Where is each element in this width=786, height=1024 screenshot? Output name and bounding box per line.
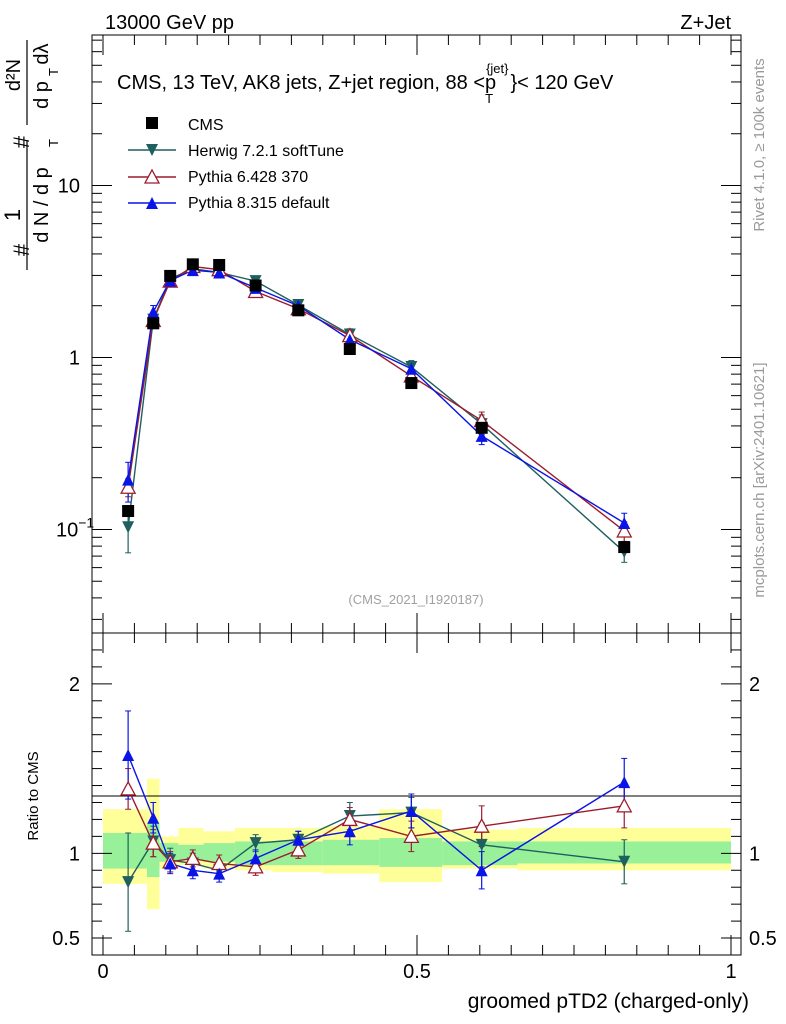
main-plot-frame — [91, 34, 742, 634]
main-point-s0-6 — [292, 304, 305, 317]
ratio-point-s1-5 — [249, 837, 262, 850]
main-point-s0-3 — [186, 258, 199, 271]
ratio-point-s1-9 — [475, 838, 488, 851]
ratio-point-s3-8 — [405, 804, 418, 817]
x-tick-label: 1 — [725, 961, 736, 983]
legend-label-herwig: Herwig 7.2.1 softTune — [188, 143, 344, 160]
x-tick-label: 0 — [97, 961, 108, 983]
main-plot-content — [120, 258, 633, 563]
chart-title: CMS, 13 TeV, AK8 jets, Z+jet region, 88 … — [117, 61, 614, 106]
legend-label-pythia6: Pythia 6.428 370 — [188, 169, 308, 186]
rivet-version-label: Rivet 4.1.0, ≥ 100k events — [751, 58, 768, 231]
main-point-s3-0 — [122, 473, 135, 486]
ylabel-dlambda: dλ — [31, 43, 53, 64]
ylabel-hash-1: # — [9, 243, 34, 256]
main-point-s3-1 — [147, 305, 160, 318]
main-point-s0-8 — [405, 377, 418, 390]
main-point-s3-10 — [618, 517, 631, 530]
main-ytick-label: 10 — [58, 175, 80, 197]
ratio-ytick-label-right: 2 — [749, 674, 760, 696]
main-point-s0-10 — [618, 541, 631, 554]
ratio-point-s2-9 — [473, 817, 490, 833]
ratio-ytick-label-left: 2 — [69, 674, 80, 696]
legend-marker-herwig — [146, 144, 158, 156]
ratio-band-green-7 — [322, 839, 380, 866]
ratio-point-s3-10 — [618, 776, 631, 789]
header-left: 13000 GeV pp — [105, 12, 234, 34]
ylabel-one: 1 — [0, 209, 25, 221]
ratio-band-green-5 — [234, 841, 273, 866]
ratio-point-s3-7 — [343, 825, 356, 838]
main-point-s3-4 — [213, 266, 226, 279]
ratio-point-s2-0 — [120, 780, 137, 796]
header-right: Z+Jet — [680, 12, 731, 34]
main-point-s2-10 — [616, 522, 633, 538]
ylabel-t-sub-1: T — [46, 139, 61, 147]
main-point-s0-2 — [164, 269, 177, 282]
ratio-ytick-label-left: 1 — [69, 843, 80, 865]
ratio-y-axis-label: Ratio to CMS — [25, 751, 42, 840]
x-tick-label: 0.5 — [403, 961, 431, 983]
x-axis-label: groomed pTD2 (charged-only) — [468, 990, 749, 1013]
ratio-point-s3-3 — [186, 864, 199, 877]
legend-label-cms: CMS — [188, 117, 224, 134]
ratio-point-s2-6 — [290, 841, 307, 857]
main-y-axis-label: # 1 d N / d p T # d²N d p T dλ — [0, 40, 61, 270]
mcplots-label: mcplots.cern.ch [arXiv:2401.10621] — [751, 362, 768, 597]
ratio-point-s3-6 — [292, 833, 305, 846]
ratio-point-s2-8 — [403, 827, 420, 844]
main-point-s1-0 — [122, 521, 135, 534]
ratio-point-s3-9 — [475, 864, 488, 877]
ylabel-dn-dpt: d N / d p — [31, 167, 53, 243]
ratio-point-s1-10 — [618, 855, 631, 868]
ratio-plot-frame — [91, 632, 742, 956]
ylabel-dpt: d p — [31, 81, 53, 109]
ylabel-t-sub-2: T — [46, 68, 61, 76]
ratio-point-s3-0 — [122, 749, 135, 762]
main-point-s0-9 — [475, 421, 488, 434]
ratio-point-s3-5 — [249, 852, 262, 865]
legend-marker-cms — [146, 117, 158, 129]
main-point-s3-9 — [475, 429, 488, 442]
main-point-s0-4 — [213, 258, 226, 271]
ratio-plot-ticks: 2 2 1 1 0.5 0.5 0 0.5 1 — [52, 632, 777, 983]
ratio-point-s3-2 — [164, 857, 177, 870]
ylabel-d2n: d²N — [3, 59, 25, 91]
ratio-ytick-label-right: 1 — [749, 843, 760, 865]
legend-marker-pythia8 — [146, 197, 158, 209]
analysis-id: (CMS_2021_I1920187) — [348, 592, 483, 607]
ratio-point-s2-5 — [247, 858, 264, 874]
ratio-point-s1-0 — [122, 876, 135, 889]
main-point-s0-7 — [343, 343, 356, 356]
main-plot-ticks: 10 1 10−1 — [56, 35, 741, 633]
main-ytick-label: 10−1 — [56, 514, 94, 541]
ylabel-hash-2: # — [9, 135, 34, 148]
ratio-band-green-3 — [178, 844, 204, 861]
ratio-point-s3-1 — [147, 811, 160, 824]
main-point-s2-0 — [120, 478, 137, 494]
main-point-s3-8 — [405, 362, 418, 375]
legend-marker-pythia6 — [143, 168, 161, 184]
ratio-point-s2-1 — [145, 834, 162, 850]
ratio-point-s3-4 — [213, 867, 226, 880]
ratio-band-green-4 — [203, 843, 235, 862]
legend: CMS Herwig 7.2.1 softTune Pythia 6.428 3… — [128, 117, 344, 212]
legend-label-pythia8: Pythia 8.315 default — [188, 195, 330, 212]
main-point-s0-0 — [122, 505, 135, 518]
main-ytick-label: 1 — [69, 347, 80, 369]
ratio-ytick-label-left: 0.5 — [52, 928, 80, 950]
ratio-uncertainty-bands — [103, 778, 731, 910]
main-point-s0-5 — [249, 279, 262, 292]
ratio-ytick-label-right: 0.5 — [749, 928, 777, 950]
main-point-s0-1 — [147, 317, 160, 330]
ratio-point-s2-10 — [616, 797, 633, 813]
main-point-s3-7 — [343, 333, 356, 346]
ratio-plot-content — [120, 710, 633, 932]
